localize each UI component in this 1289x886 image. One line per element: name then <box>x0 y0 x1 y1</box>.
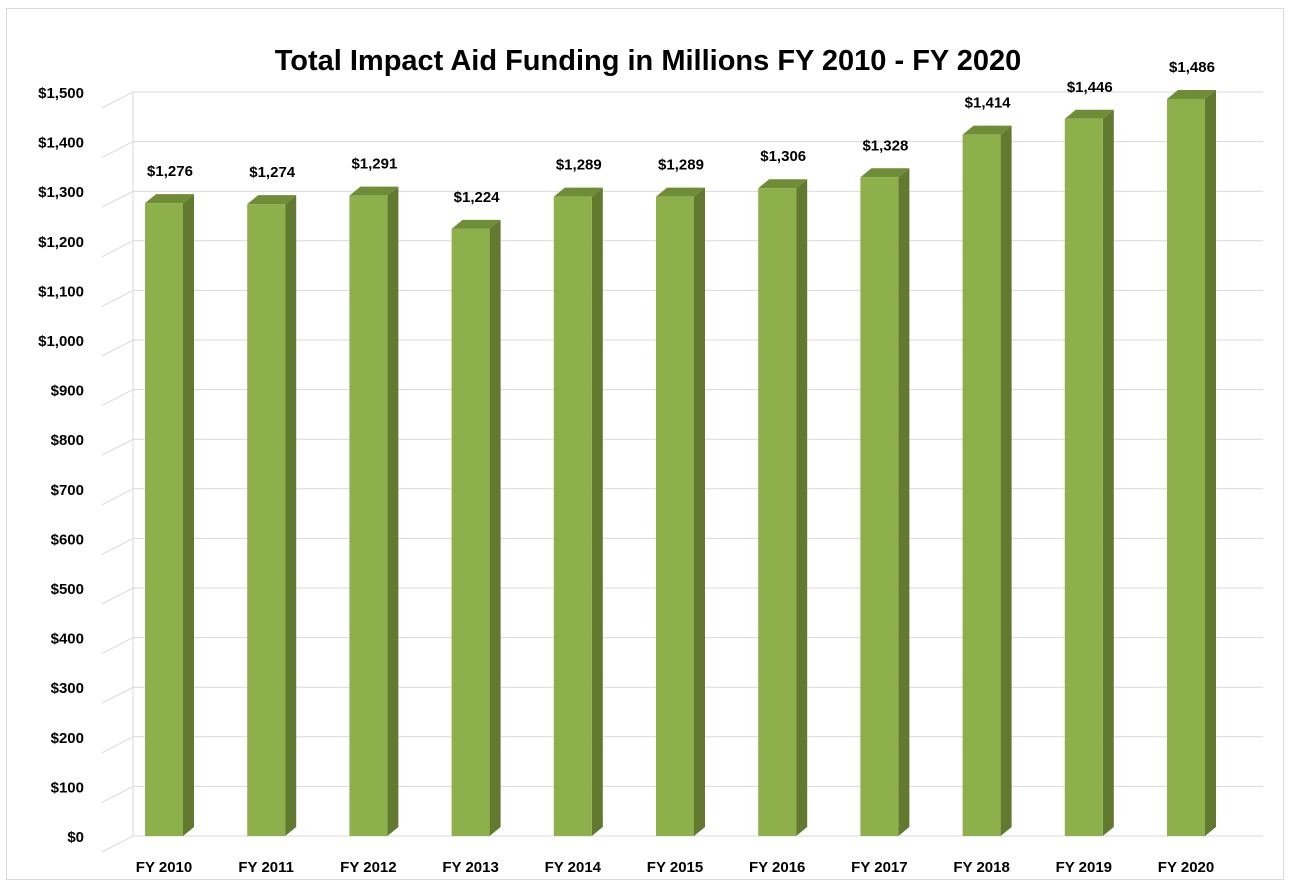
x-category-label: FY 2011 <box>238 859 294 876</box>
x-category-label: FY 2020 <box>1158 859 1214 876</box>
x-category-label: FY 2017 <box>851 859 907 876</box>
bar-value-label: $1,289 <box>658 157 704 174</box>
bar <box>758 179 808 836</box>
y-axis-tick-labels: $0 $100 $200 $300 $400 $500 $600 $700 $800 $900 $1… <box>38 85 84 846</box>
y-tick-label: $900 <box>51 383 84 400</box>
x-category-label: FY 2016 <box>749 859 805 876</box>
bar <box>145 194 194 836</box>
y-tick-label: $100 <box>51 779 84 796</box>
bar <box>553 187 603 836</box>
y-tick-label: $1,000 <box>38 333 84 350</box>
y-tick-label: $700 <box>51 482 84 499</box>
bar-value-label: $1,446 <box>1067 79 1113 96</box>
bar <box>656 187 705 836</box>
bar <box>860 168 910 836</box>
bar-value-label: $1,306 <box>760 148 806 165</box>
bar <box>349 186 399 836</box>
y-tick-label: $400 <box>51 631 84 648</box>
x-category-label: FY 2013 <box>442 859 498 876</box>
bar-value-label: $1,328 <box>862 137 908 154</box>
y-tick-label: $0 <box>67 829 84 846</box>
bar-value-label: $1,291 <box>351 156 397 173</box>
value-labels: $1,276 $1,274 $1,291 $1,224 $1,289 $1,289 $1,3… <box>147 59 1215 206</box>
bar-value-label: $1,486 <box>1169 59 1215 76</box>
bar-value-label: $1,414 <box>965 95 1012 112</box>
y-tick-label: $1,200 <box>38 234 84 251</box>
y-tick-label: $1,400 <box>38 135 84 152</box>
x-category-label: FY 2014 <box>545 859 602 876</box>
x-category-label: FY 2010 <box>136 859 192 876</box>
y-tick-label: $1,300 <box>38 184 84 201</box>
category-labels: FY 2010 FY 2011 FY 2012 FY 2013 FY 2014 FY 20… <box>136 859 1214 876</box>
bar-value-label: $1,274 <box>249 164 296 181</box>
gridline <box>101 835 1263 853</box>
bar <box>451 219 501 836</box>
y-tick-label: $800 <box>51 432 84 449</box>
x-category-label: FY 2015 <box>647 859 703 876</box>
y-tick-label: $1,100 <box>38 283 84 300</box>
bar-value-label: $1,289 <box>556 157 602 174</box>
chart-title: Total Impact Aid Funding in Millions FY … <box>275 45 1022 77</box>
x-category-label: FY 2019 <box>1056 859 1112 876</box>
x-category-label: FY 2012 <box>340 859 396 876</box>
y-tick-label: $500 <box>51 581 84 598</box>
bar-value-label: $1,224 <box>454 189 501 206</box>
bar <box>1064 109 1114 836</box>
bar <box>247 195 297 836</box>
y-tick-label: $600 <box>51 531 84 548</box>
gridline <box>101 91 1263 109</box>
y-tick-label: $200 <box>51 730 84 747</box>
bar <box>962 125 1012 836</box>
y-tick-label: $1,500 <box>38 85 84 102</box>
y-tick-label: $300 <box>51 680 84 697</box>
bars <box>145 89 1216 837</box>
bar <box>1167 89 1216 837</box>
x-category-label: FY 2018 <box>953 859 1009 876</box>
bar-value-label: $1,276 <box>147 163 193 180</box>
